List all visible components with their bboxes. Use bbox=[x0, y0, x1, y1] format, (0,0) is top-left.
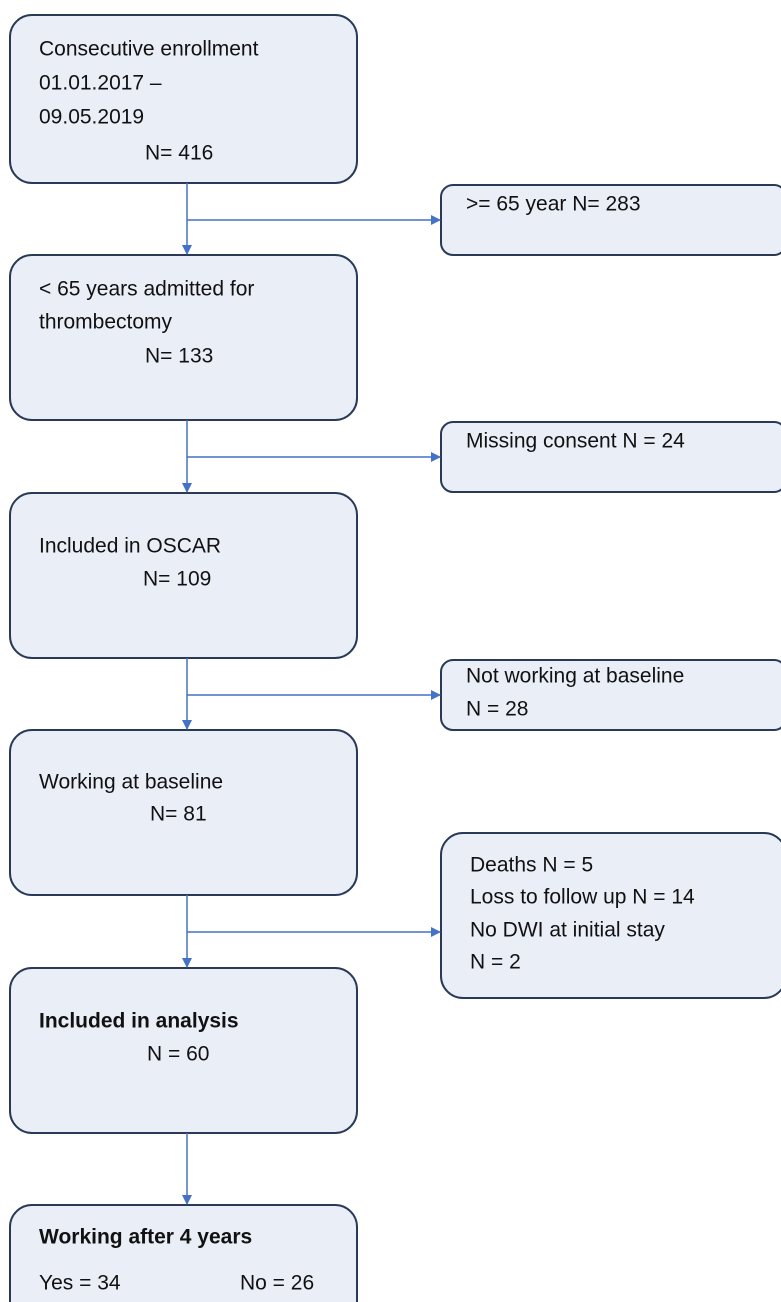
node-text: N= 81 bbox=[150, 803, 207, 826]
connectors bbox=[182, 183, 441, 1205]
box bbox=[9, 729, 358, 896]
node-text: No = 26 bbox=[240, 1272, 314, 1295]
box bbox=[9, 967, 358, 1134]
node-text: Yes = 34 bbox=[39, 1272, 121, 1295]
exclusion-text: >= 65 year N= 283 bbox=[466, 193, 641, 216]
exclusion-text: N = 2 bbox=[470, 951, 521, 974]
exclusion-text: Missing consent N = 24 bbox=[466, 430, 685, 453]
node-text: N= 416 bbox=[145, 142, 213, 165]
node-text: Working after 4 years bbox=[39, 1226, 252, 1249]
node-text: Included in OSCAR bbox=[39, 535, 221, 558]
node-text: N = 60 bbox=[147, 1043, 209, 1066]
exclusion-text: Loss to follow up N = 14 bbox=[470, 886, 695, 909]
exclusion-text: Deaths N = 5 bbox=[470, 854, 593, 877]
box bbox=[440, 421, 781, 493]
box bbox=[9, 1204, 358, 1302]
box bbox=[440, 184, 781, 256]
box bbox=[9, 14, 358, 184]
node-text: thrombectomy bbox=[39, 311, 173, 334]
node-text: 01.01.2017 – bbox=[39, 72, 162, 95]
node-text: Included in analysis bbox=[39, 1010, 239, 1033]
node-text: Working at baseline bbox=[39, 771, 223, 794]
box bbox=[440, 659, 781, 731]
node-text: < 65 years admitted for bbox=[39, 278, 254, 301]
box bbox=[440, 832, 781, 999]
exclusion-text: No DWI at initial stay bbox=[470, 919, 665, 942]
node-text: Consecutive enrollment bbox=[39, 38, 259, 61]
node-text: 09.05.2019 bbox=[39, 106, 144, 129]
box bbox=[9, 492, 358, 659]
exclusion-text: Not working at baseline bbox=[466, 665, 684, 688]
box bbox=[9, 254, 358, 421]
exclusion-text: N = 28 bbox=[466, 698, 528, 721]
node-text: N= 109 bbox=[143, 568, 211, 591]
node-text: N= 133 bbox=[145, 345, 213, 368]
